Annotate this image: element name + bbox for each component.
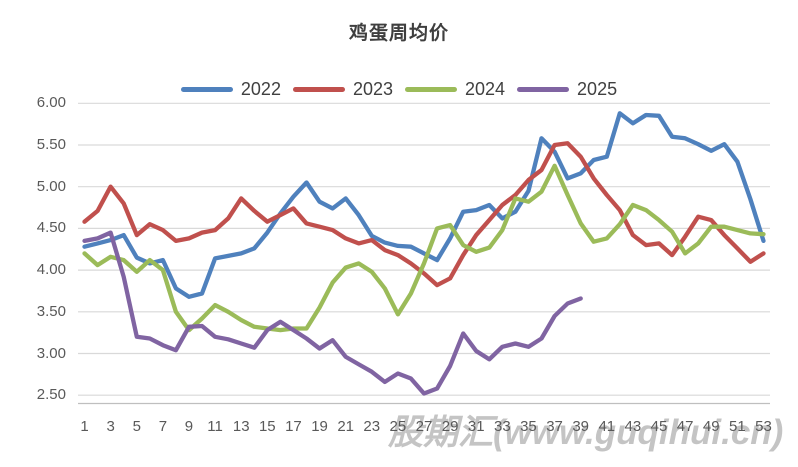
- x-axis-label: 15: [258, 418, 276, 435]
- x-axis-label: 51: [729, 418, 746, 435]
- x-axis-label: 45: [650, 418, 668, 435]
- series-line-2022: [82, 111, 766, 299]
- legend-label-2023: 2023: [352, 79, 393, 99]
- x-axis-label: 31: [467, 418, 485, 435]
- x-axis-label: 43: [624, 418, 642, 435]
- legend: 2022 2023 2024 2025: [0, 79, 798, 100]
- y-axis-label: 3.00: [36, 344, 66, 362]
- y-axis-label: 3.50: [36, 302, 66, 320]
- series-line-2025: [82, 230, 583, 396]
- x-axis-label: 5: [132, 418, 141, 435]
- x-axis-label: 35: [520, 418, 537, 435]
- watermark: 股期汇(www.guqihui.cn): [388, 413, 784, 452]
- x-axis-label: 21: [337, 418, 354, 435]
- x-axis-label: 27: [415, 418, 433, 435]
- y-axis-label: 2.50: [36, 386, 66, 404]
- x-axis-label: 11: [207, 418, 223, 435]
- legend-item-2024: 2024: [405, 79, 505, 100]
- y-axis-label: 5.00: [36, 177, 66, 195]
- series-line-2024: [82, 163, 766, 333]
- legend-swatch-2023: [292, 87, 345, 92]
- x-axis-label: 47: [676, 418, 694, 435]
- x-axis-label: 23: [363, 418, 381, 435]
- series-line-2023: [82, 141, 766, 288]
- legend-swatch-2024: [405, 87, 457, 92]
- x-axis-label: 33: [493, 418, 511, 435]
- x-axis-label: 41: [598, 418, 616, 435]
- y-axis-label: 4.50: [36, 219, 66, 237]
- legend-label-2024: 2024: [465, 79, 506, 99]
- y-axis-label: 4.00: [36, 261, 66, 279]
- y-axis-label: 6.00: [36, 94, 66, 112]
- x-axis-label: 49: [702, 418, 720, 435]
- x-axis-label: 9: [184, 418, 194, 435]
- legend-swatch-2025: [517, 87, 570, 92]
- legend-item-2025: 2025: [517, 79, 617, 100]
- x-axis-label: 19: [311, 418, 328, 435]
- x-axis-label: 53: [755, 418, 772, 435]
- x-axis-label: 3: [106, 418, 115, 435]
- x-axis-label: 1: [80, 418, 89, 435]
- legend-item-2023: 2023: [292, 79, 393, 100]
- x-axis-label: 25: [389, 418, 407, 435]
- y-axis-label: 5.50: [36, 136, 66, 153]
- x-axis-label: 13: [232, 418, 250, 435]
- x-axis-label: 39: [572, 418, 590, 435]
- legend-item-2022: 2022: [180, 79, 281, 100]
- legend-label-2025: 2025: [577, 79, 618, 99]
- x-axis-label: 37: [546, 418, 563, 435]
- legend-swatch-2022: [180, 87, 233, 92]
- x-axis-label: 17: [285, 418, 302, 435]
- x-axis-label: 29: [441, 418, 459, 435]
- legend-label-2022: 2022: [240, 79, 281, 99]
- chart-title: 鸡蛋周均价: [348, 23, 449, 44]
- x-axis-label: 7: [158, 418, 168, 435]
